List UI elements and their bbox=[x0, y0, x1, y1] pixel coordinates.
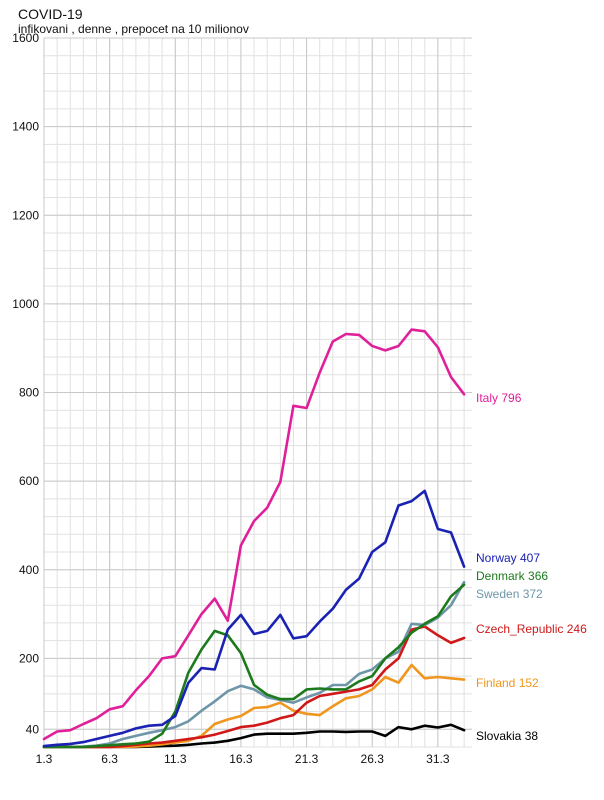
x-tick-label: 31.3 bbox=[426, 752, 450, 766]
series-label-slovakia: Slovakia 38 bbox=[476, 729, 538, 743]
series-line-sweden bbox=[42, 580, 466, 749]
grid bbox=[43, 37, 472, 748]
series-label-czech_republic: Czech_Republic 246 bbox=[476, 622, 587, 636]
series-label-norway: Norway 407 bbox=[476, 551, 540, 565]
chart-title: COVID-19 bbox=[18, 6, 83, 22]
x-tick-label: 11.3 bbox=[164, 752, 187, 766]
series-line-denmark bbox=[42, 583, 466, 749]
series-end-labels: Italy 796 Norway 407 Denmark 366 Sweden 372… bbox=[476, 391, 587, 743]
x-tick-label: 16.3 bbox=[229, 752, 253, 766]
series-label-italy: Italy 796 bbox=[476, 391, 522, 405]
series-label-finland: Finland 152 bbox=[476, 676, 539, 690]
y-tick-label: 1000 bbox=[12, 297, 39, 311]
chart-subtitle: infikovani , denne , prepocet na 10 mili… bbox=[18, 22, 249, 36]
y-tick-label: 40 bbox=[26, 722, 40, 736]
series-line-italy bbox=[42, 328, 466, 741]
y-tick-label: 1600 bbox=[12, 31, 39, 45]
y-tick-label: 200 bbox=[19, 651, 39, 665]
series-label-denmark: Denmark 366 bbox=[476, 569, 548, 583]
y-tick-label: 1400 bbox=[12, 120, 39, 134]
y-tick-label: 600 bbox=[19, 474, 39, 488]
y-axis-ticks: 40 200 400 600 800 1000 1200 1400 1600 bbox=[12, 31, 39, 736]
series-line-norway bbox=[42, 489, 466, 748]
y-tick-label: 1200 bbox=[12, 208, 39, 222]
x-tick-label: 6.3 bbox=[101, 752, 118, 766]
x-tick-label: 21.3 bbox=[295, 752, 319, 766]
x-tick-label: 1.3 bbox=[36, 752, 53, 766]
y-tick-label: 400 bbox=[19, 563, 39, 577]
series-line-czech_republic bbox=[42, 625, 466, 749]
x-axis-ticks: 1.3 6.3 11.3 16.3 21.3 26.3 31.3 bbox=[36, 752, 450, 766]
series-lines bbox=[42, 328, 466, 749]
series-label-sweden: Sweden 372 bbox=[476, 587, 543, 601]
x-tick-label: 26.3 bbox=[361, 752, 385, 766]
y-tick-label: 800 bbox=[19, 386, 39, 400]
